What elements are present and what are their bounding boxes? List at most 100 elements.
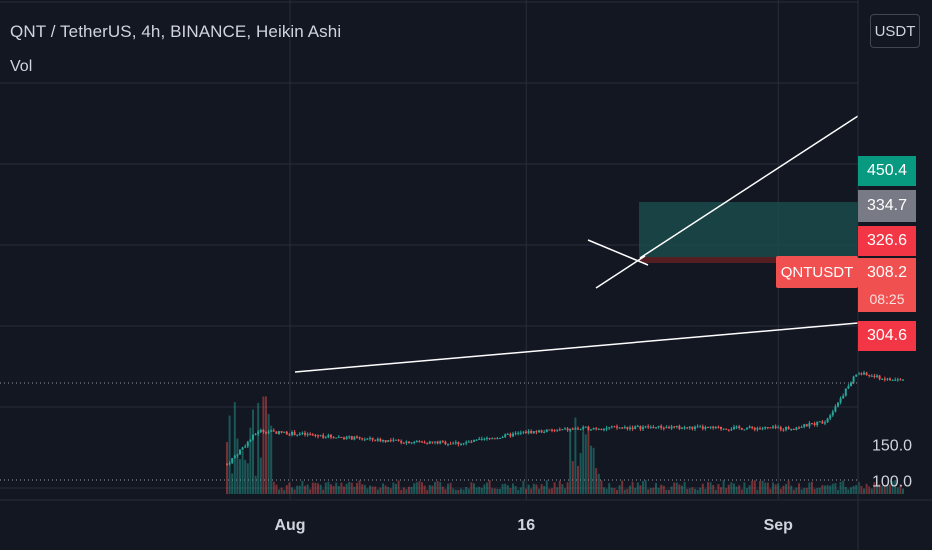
volume-bar	[881, 486, 884, 494]
volume-bar	[850, 487, 852, 494]
candle	[691, 426, 694, 429]
candle	[473, 439, 475, 442]
volume-bar	[699, 487, 702, 494]
volume-bar	[722, 480, 725, 494]
volume-bar	[564, 488, 566, 494]
candle	[252, 434, 254, 440]
candle	[327, 434, 330, 438]
volume-bar	[720, 487, 722, 494]
candle	[722, 428, 725, 430]
candle	[712, 426, 715, 429]
candle	[821, 421, 824, 424]
candle	[449, 443, 452, 445]
volume-bar	[569, 429, 572, 494]
currency-button[interactable]: USDT	[870, 14, 920, 48]
candle	[613, 426, 616, 428]
candle	[798, 427, 800, 429]
candle	[766, 427, 769, 429]
candle	[304, 432, 306, 435]
volume-bar	[426, 489, 429, 494]
candle	[696, 426, 699, 428]
volume-bar	[647, 489, 650, 494]
candles	[226, 370, 904, 466]
volume-indicator-label[interactable]: Vol	[10, 58, 33, 75]
volume-bar	[681, 485, 683, 494]
candle	[746, 428, 748, 430]
candle	[402, 442, 405, 444]
candle	[514, 433, 517, 435]
volume-bar	[556, 487, 559, 494]
candle	[431, 441, 434, 443]
candle	[478, 438, 481, 440]
volume-bar	[584, 434, 587, 494]
volume-bar	[462, 489, 465, 494]
candle	[270, 430, 273, 432]
candle	[738, 426, 741, 428]
volume-bar	[246, 463, 249, 494]
volume-bar	[535, 484, 538, 494]
volume-bar	[532, 483, 535, 494]
volume-bar	[473, 483, 475, 494]
volume-bar	[574, 417, 577, 494]
candle	[465, 441, 468, 444]
candle	[803, 424, 806, 427]
volume-bar	[413, 483, 416, 494]
volume-bar	[280, 487, 283, 494]
volume-bar	[434, 482, 436, 494]
candle	[389, 440, 392, 442]
candle	[480, 438, 483, 440]
volume-bar	[844, 486, 847, 494]
volume-bar	[746, 488, 748, 494]
candle	[701, 426, 704, 429]
candle	[483, 438, 486, 440]
candle	[400, 440, 403, 443]
x-tick-label: Sep	[764, 517, 794, 534]
candle	[512, 433, 514, 437]
volume-bar	[805, 488, 808, 494]
volume-bar	[777, 483, 780, 494]
volume-bar	[894, 480, 897, 494]
volume-bar	[475, 487, 478, 494]
volume-bar	[704, 488, 707, 494]
volume-bar	[808, 482, 811, 494]
candle	[561, 428, 564, 430]
candle	[569, 428, 572, 431]
candle	[876, 375, 878, 377]
volume-bar	[514, 486, 517, 494]
volume-bar	[291, 487, 293, 494]
volume-bar	[655, 483, 657, 494]
volume-bar	[831, 483, 834, 494]
candle	[873, 375, 876, 377]
candle	[826, 418, 829, 423]
candle	[634, 426, 637, 429]
candle	[891, 379, 894, 381]
candle	[636, 426, 639, 428]
volume-bar	[821, 485, 824, 494]
candle	[600, 428, 603, 430]
volume-bar	[712, 484, 715, 494]
candle	[540, 430, 543, 433]
volume-bar	[834, 483, 837, 494]
volume-bar	[379, 487, 382, 494]
candle	[293, 431, 296, 436]
volume-bar	[623, 489, 626, 494]
candle	[226, 464, 228, 466]
candle	[829, 415, 832, 419]
volume-bar	[262, 396, 265, 494]
volume-bar	[389, 488, 392, 494]
candle	[434, 441, 436, 443]
volume-bar	[332, 485, 335, 494]
candle	[457, 442, 460, 445]
volume-bar	[590, 445, 592, 494]
last-price-tag: 308.2	[858, 258, 916, 288]
volume-bar	[423, 485, 426, 494]
candle	[553, 430, 556, 432]
volume-bar	[761, 480, 764, 494]
volume-bar	[829, 485, 832, 494]
candle	[590, 429, 592, 431]
volume-bar	[595, 468, 598, 494]
candle	[324, 437, 327, 439]
candle	[683, 427, 686, 429]
drawings	[294, 115, 859, 373]
